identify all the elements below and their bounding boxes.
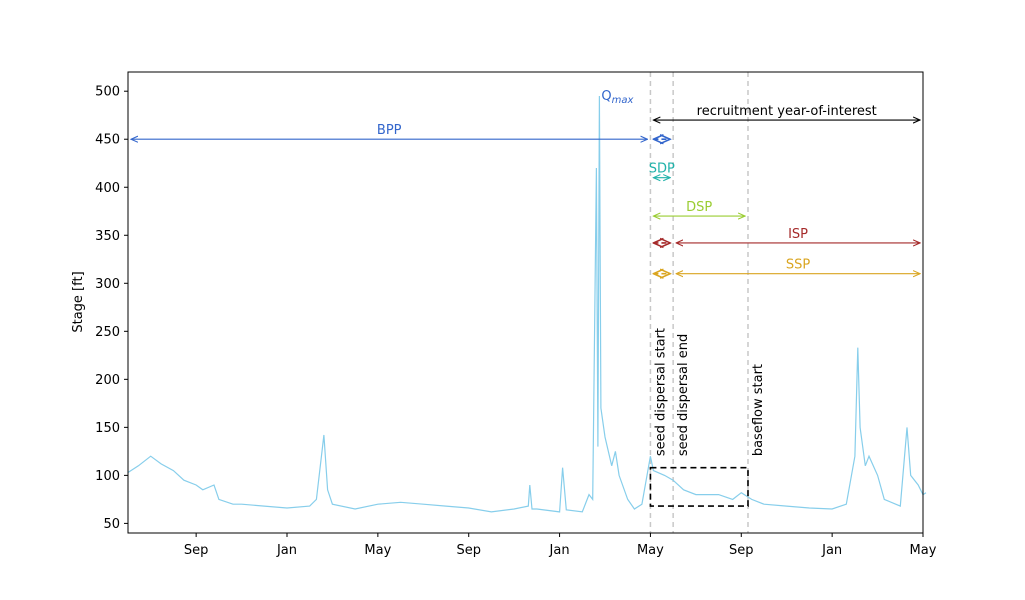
period-label: DSP — [686, 200, 712, 215]
y-tick-label: 200 — [95, 373, 120, 388]
x-tick-label: May — [364, 543, 391, 558]
y-axis-title: Stage [ft] — [71, 271, 86, 332]
x-tick-label: Jan — [821, 543, 842, 558]
y-tick-label: 450 — [95, 133, 120, 148]
y-tick-label: 100 — [95, 469, 120, 484]
plot-frame — [127, 71, 924, 534]
x-tick-label: Sep — [729, 543, 754, 558]
qmax-label: Qmax — [601, 89, 633, 106]
event-vline-label: seed dispersal start — [653, 328, 668, 456]
plot-area: seed dispersal start seed dispersal end ba… — [127, 72, 927, 533]
y-tick-label: 150 — [95, 421, 120, 436]
y-tick-label: 250 — [95, 325, 120, 340]
y-tick-label: 350 — [95, 229, 120, 244]
period-label: BPP — [377, 123, 402, 138]
x-tick-label: Jan — [549, 543, 570, 558]
period-label: recruitment year-of-interest — [697, 104, 877, 119]
period-label: ISP — [788, 227, 808, 242]
y-tick-label: 50 — [103, 517, 120, 532]
y-tick-label: 500 — [95, 85, 120, 100]
x-tick-label: Sep — [456, 543, 481, 558]
event-vline-label: seed dispersal end — [676, 334, 691, 456]
period-label: SDP — [649, 162, 675, 177]
y-tick-label: 300 — [95, 277, 120, 292]
axes: 50 100 150 200 250 300 350 400 450 500 Sep Jan May Se… — [95, 85, 937, 558]
period-box — [649, 466, 749, 507]
period-label: SSP — [786, 258, 811, 273]
x-tick-label: May — [910, 543, 937, 558]
y-tick-label: 400 — [95, 181, 120, 196]
event-vline-label: baseflow start — [751, 364, 766, 456]
x-tick-label: Jan — [276, 543, 297, 558]
stage-series-line — [127, 95, 927, 513]
x-tick-label: Sep — [184, 543, 209, 558]
x-tick-label: May — [637, 543, 664, 558]
